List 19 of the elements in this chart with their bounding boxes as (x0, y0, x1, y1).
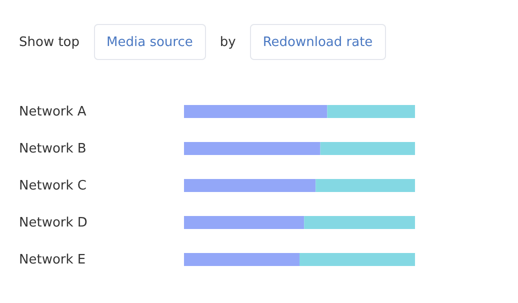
bar (327, 105, 415, 118)
bar (184, 142, 320, 155)
y-tick-label: Network A (19, 104, 86, 120)
y-tick-label: Network B (19, 142, 86, 156)
y-tick-label: Network D (19, 216, 88, 230)
text: by (220, 34, 236, 50)
bar (184, 105, 328, 118)
text: Show top (19, 34, 80, 50)
dropdown-button: Redownload rate (250, 24, 386, 60)
bar (304, 216, 415, 229)
y-tick-label: Network E (19, 252, 86, 268)
y-tick-label: Network C (19, 178, 86, 194)
bar (184, 179, 316, 192)
bar (184, 253, 300, 266)
dropdown-button: Media source (94, 24, 206, 60)
bar (184, 216, 304, 229)
bar (316, 179, 415, 192)
bar (300, 253, 415, 266)
bar (320, 142, 415, 155)
